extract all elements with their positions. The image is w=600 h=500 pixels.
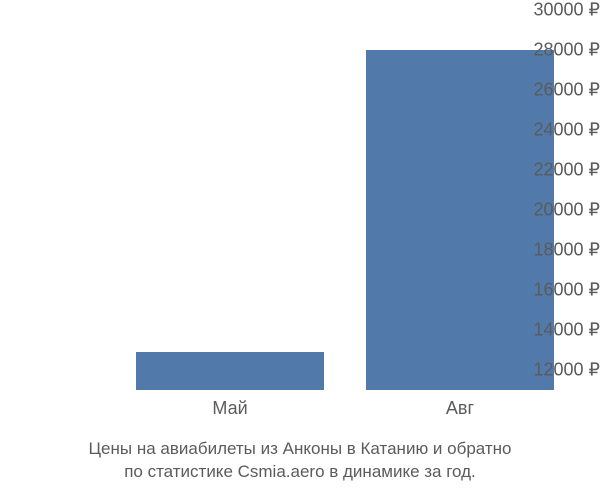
bar — [136, 352, 325, 390]
y-tick-label: 28000 ₽ — [493, 40, 600, 61]
y-tick-label: 26000 ₽ — [493, 80, 600, 101]
y-tick-label: 12000 ₽ — [493, 360, 600, 381]
x-tick-label: Авг — [446, 398, 474, 419]
y-tick-label: 24000 ₽ — [493, 120, 600, 141]
y-tick-label: 16000 ₽ — [493, 280, 600, 301]
y-tick-label: 22000 ₽ — [493, 160, 600, 181]
y-tick-label: 18000 ₽ — [493, 240, 600, 261]
chart-caption: Цены на авиабилеты из Анконы в Катанию и… — [0, 438, 600, 484]
x-tick-label: Май — [212, 398, 247, 419]
y-tick-label: 14000 ₽ — [493, 320, 600, 341]
price-chart: Цены на авиабилеты из Анконы в Катанию и… — [0, 0, 600, 500]
y-tick-label: 30000 ₽ — [493, 0, 600, 21]
y-tick-label: 20000 ₽ — [493, 200, 600, 221]
